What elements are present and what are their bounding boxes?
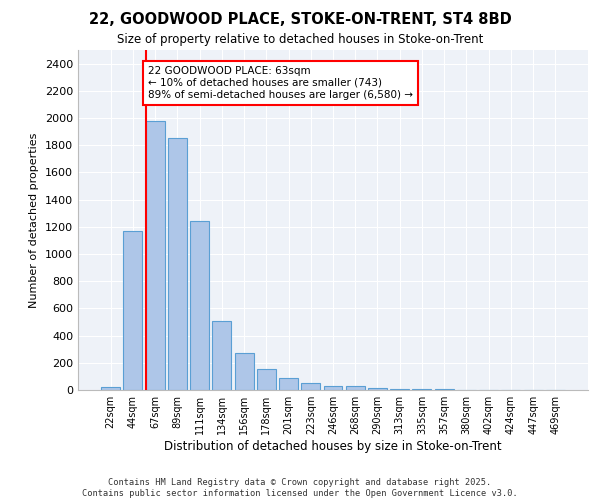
Bar (168, 138, 187, 390)
Text: Contains HM Land Registry data © Crown copyright and database right 2025.
Contai: Contains HM Land Registry data © Crown c… (82, 478, 518, 498)
Bar (279, 378, 298, 390)
Bar (301, 383, 320, 390)
Bar (212, 320, 231, 390)
Bar (101, 388, 120, 390)
Text: 22, GOODWOOD PLACE, STOKE-ON-TRENT, ST4 8BD: 22, GOODWOOD PLACE, STOKE-ON-TRENT, ST4 … (89, 12, 511, 28)
Bar (146, 120, 164, 390)
Bar (190, 222, 209, 390)
Bar (368, 388, 387, 390)
X-axis label: Distribution of detached houses by size in Stoke-on-Trent: Distribution of detached houses by size … (164, 440, 502, 453)
Y-axis label: Number of detached properties: Number of detached properties (29, 132, 40, 308)
Bar (390, 389, 409, 390)
Bar (257, 369, 276, 390)
Bar (323, 386, 343, 390)
Bar (346, 386, 365, 390)
Text: 22 GOODWOOD PLACE: 63sqm
← 10% of detached houses are smaller (743)
89% of semi-: 22 GOODWOOD PLACE: 63sqm ← 10% of detach… (148, 66, 413, 100)
Bar (124, 231, 142, 390)
Bar (235, 352, 254, 390)
Text: Size of property relative to detached houses in Stoke-on-Trent: Size of property relative to detached ho… (117, 32, 483, 46)
